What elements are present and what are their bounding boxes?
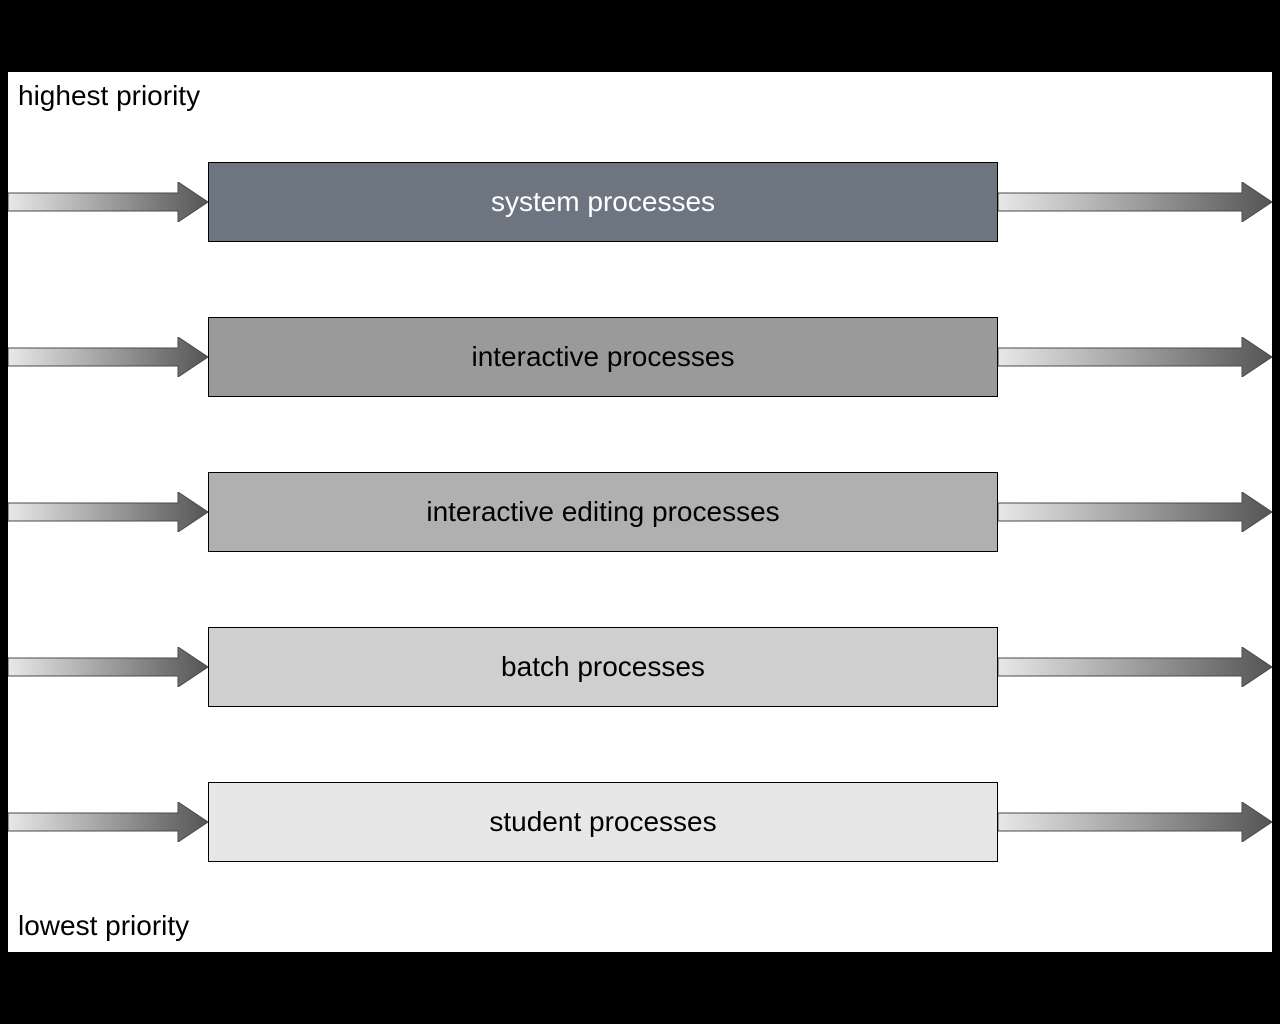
queue-label: student processes [489, 806, 716, 838]
arrow-in-icon [8, 802, 208, 842]
priority-row-0: system processes [8, 162, 1272, 242]
arrow-in-icon [8, 647, 208, 687]
arrow-out-icon [998, 802, 1272, 842]
priority-row-2: interactive editing processes [8, 472, 1272, 552]
lowest-priority-label: lowest priority [18, 910, 189, 942]
arrow-in-icon [8, 337, 208, 377]
priority-row-1: interactive processes [8, 317, 1272, 397]
priority-row-3: batch processes [8, 627, 1272, 707]
arrow-in-icon [8, 492, 208, 532]
queue-box-student: student processes [208, 782, 998, 862]
highest-priority-label: highest priority [18, 80, 200, 112]
queue-label: system processes [491, 186, 715, 218]
arrow-out-icon [998, 337, 1272, 377]
queue-box-editing: interactive editing processes [208, 472, 998, 552]
priority-row-4: student processes [8, 782, 1272, 862]
arrow-out-icon [998, 647, 1272, 687]
queue-label: batch processes [501, 651, 705, 683]
queue-box-system: system processes [208, 162, 998, 242]
queue-box-interactive: interactive processes [208, 317, 998, 397]
queue-label: interactive processes [471, 341, 734, 373]
arrow-out-icon [998, 492, 1272, 532]
diagram-canvas: highest priority system processes intera… [8, 72, 1272, 952]
arrow-out-icon [998, 182, 1272, 222]
queue-box-batch: batch processes [208, 627, 998, 707]
queue-label: interactive editing processes [426, 496, 779, 528]
arrow-in-icon [8, 182, 208, 222]
